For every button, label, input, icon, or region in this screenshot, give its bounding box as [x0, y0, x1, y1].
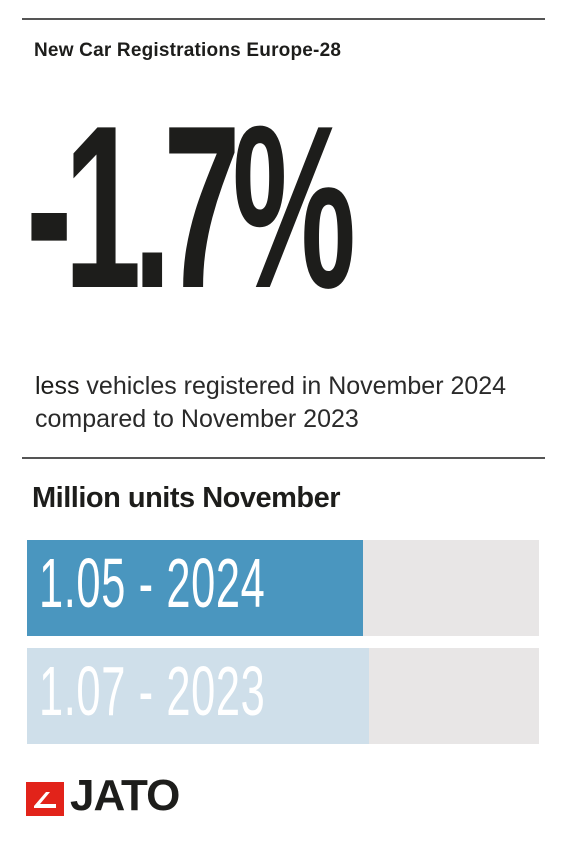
jato-logo-mark-icon [26, 782, 64, 816]
description-emphasis: less [35, 372, 80, 400]
page-title: New Car Registrations Europe-28 [34, 40, 342, 61]
chart-title: Million units November [32, 482, 341, 514]
headline-percentage: -1.7% [26, 78, 356, 337]
bar-2024 [27, 540, 363, 636]
headline-description: less vehicles registered in November 202… [35, 370, 535, 436]
top-divider [22, 18, 545, 20]
middle-divider [22, 457, 545, 459]
description-text: vehicles registered in November 2024 com… [35, 372, 507, 433]
bar-track-2023: 1.07 - 2023 [27, 648, 539, 744]
bar-label-2023: 1.07 - 2023 [39, 652, 266, 730]
bar-track-2024: 1.05 - 2024 [27, 540, 539, 636]
bar-2023 [27, 648, 370, 744]
brand-name: JATO [70, 771, 180, 820]
bar-label-2024: 1.05 - 2024 [39, 544, 266, 622]
